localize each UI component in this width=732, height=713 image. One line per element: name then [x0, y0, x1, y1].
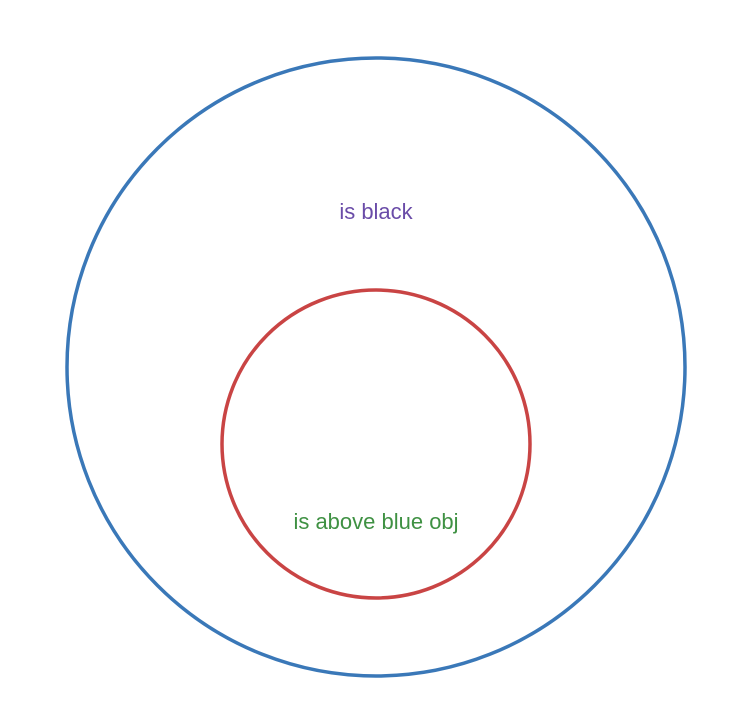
- outer-set-circle: [65, 56, 687, 678]
- inner-set-label: is above blue obj: [293, 509, 458, 534]
- inner-set-circle: [220, 288, 532, 600]
- outer-set-label: is black: [339, 199, 413, 224]
